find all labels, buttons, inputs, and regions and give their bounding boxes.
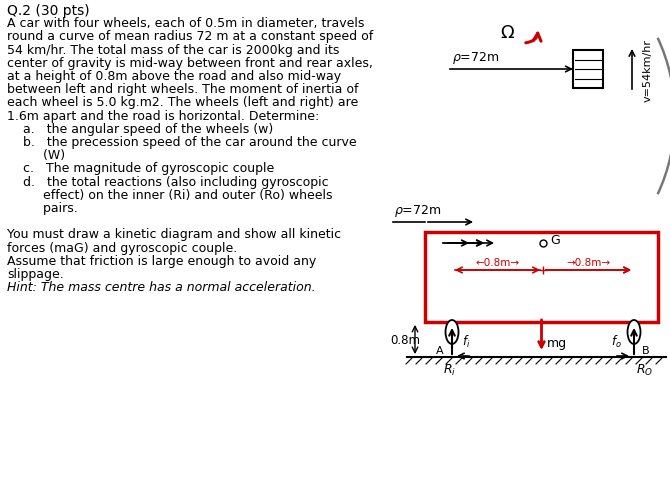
Text: each wheel is 5.0 kg.m2. The wheels (left and right) are: each wheel is 5.0 kg.m2. The wheels (lef…: [7, 96, 358, 109]
Text: center of gravity is mid-way between front and rear axles,: center of gravity is mid-way between fro…: [7, 57, 373, 70]
Text: v=54km/hr: v=54km/hr: [643, 38, 653, 101]
Text: mg: mg: [547, 336, 567, 349]
Text: d.   the total reactions (also including gyroscopic: d. the total reactions (also including g…: [7, 175, 328, 188]
Bar: [425, 232, 658, 323]
Text: ←0.8m→: ←0.8m→: [476, 257, 519, 267]
Text: a.   the angular speed of the wheels (w): a. the angular speed of the wheels (w): [7, 122, 273, 135]
Text: forces (maG) and gyroscopic couple.: forces (maG) and gyroscopic couple.: [7, 241, 237, 254]
Text: Q.2 (30 pts): Q.2 (30 pts): [7, 4, 90, 18]
Text: Hint: The mass centre has a normal acceleration.: Hint: The mass centre has a normal accel…: [7, 281, 316, 294]
Text: Assume that friction is large enough to avoid any: Assume that friction is large enough to …: [7, 254, 316, 267]
Text: $f_i$: $f_i$: [462, 333, 470, 349]
Text: B: B: [642, 345, 650, 355]
Text: A: A: [436, 345, 444, 355]
Text: between left and right wheels. The moment of inertia of: between left and right wheels. The momen…: [7, 83, 358, 96]
Text: 1.6m apart and the road is horizontal. Determine:: 1.6m apart and the road is horizontal. D…: [7, 109, 319, 122]
Text: $\rho$=72m: $\rho$=72m: [452, 50, 499, 66]
Text: b.   the precession speed of the car around the curve: b. the precession speed of the car aroun…: [7, 136, 356, 149]
Ellipse shape: [446, 320, 458, 344]
FancyArrowPatch shape: [526, 34, 541, 44]
Text: A car with four wheels, each of 0.5m in diameter, travels: A car with four wheels, each of 0.5m in …: [7, 17, 364, 30]
Text: $\Omega$: $\Omega$: [500, 24, 515, 42]
Text: →0.8m→: →0.8m→: [566, 257, 610, 267]
Text: pairs.: pairs.: [7, 202, 78, 215]
Ellipse shape: [628, 320, 641, 344]
Text: $\rho$=72m: $\rho$=72m: [394, 203, 441, 218]
Text: $R_i$: $R_i$: [444, 362, 456, 377]
Text: $f_o$: $f_o$: [611, 333, 622, 349]
Text: round a curve of mean radius 72 m at a constant speed of: round a curve of mean radius 72 m at a c…: [7, 30, 373, 43]
Text: 54 km/hr. The total mass of the car is 2000kg and its: 54 km/hr. The total mass of the car is 2…: [7, 44, 340, 57]
Text: 0.8m: 0.8m: [390, 333, 420, 346]
Text: G: G: [550, 234, 559, 247]
Text: c.   The magnitude of gyroscopic couple: c. The magnitude of gyroscopic couple: [7, 162, 274, 175]
Text: (W): (W): [7, 149, 65, 162]
Text: $R_O$: $R_O$: [636, 362, 653, 377]
Text: You must draw a kinetic diagram and show all kinetic: You must draw a kinetic diagram and show…: [7, 228, 341, 241]
Text: at a height of 0.8m above the road and also mid-way: at a height of 0.8m above the road and a…: [7, 70, 341, 83]
Text: effect) on the inner (Ri) and outer (Ro) wheels: effect) on the inner (Ri) and outer (Ro)…: [7, 189, 332, 202]
Bar: [573, 51, 603, 89]
Text: slippage.: slippage.: [7, 267, 64, 280]
